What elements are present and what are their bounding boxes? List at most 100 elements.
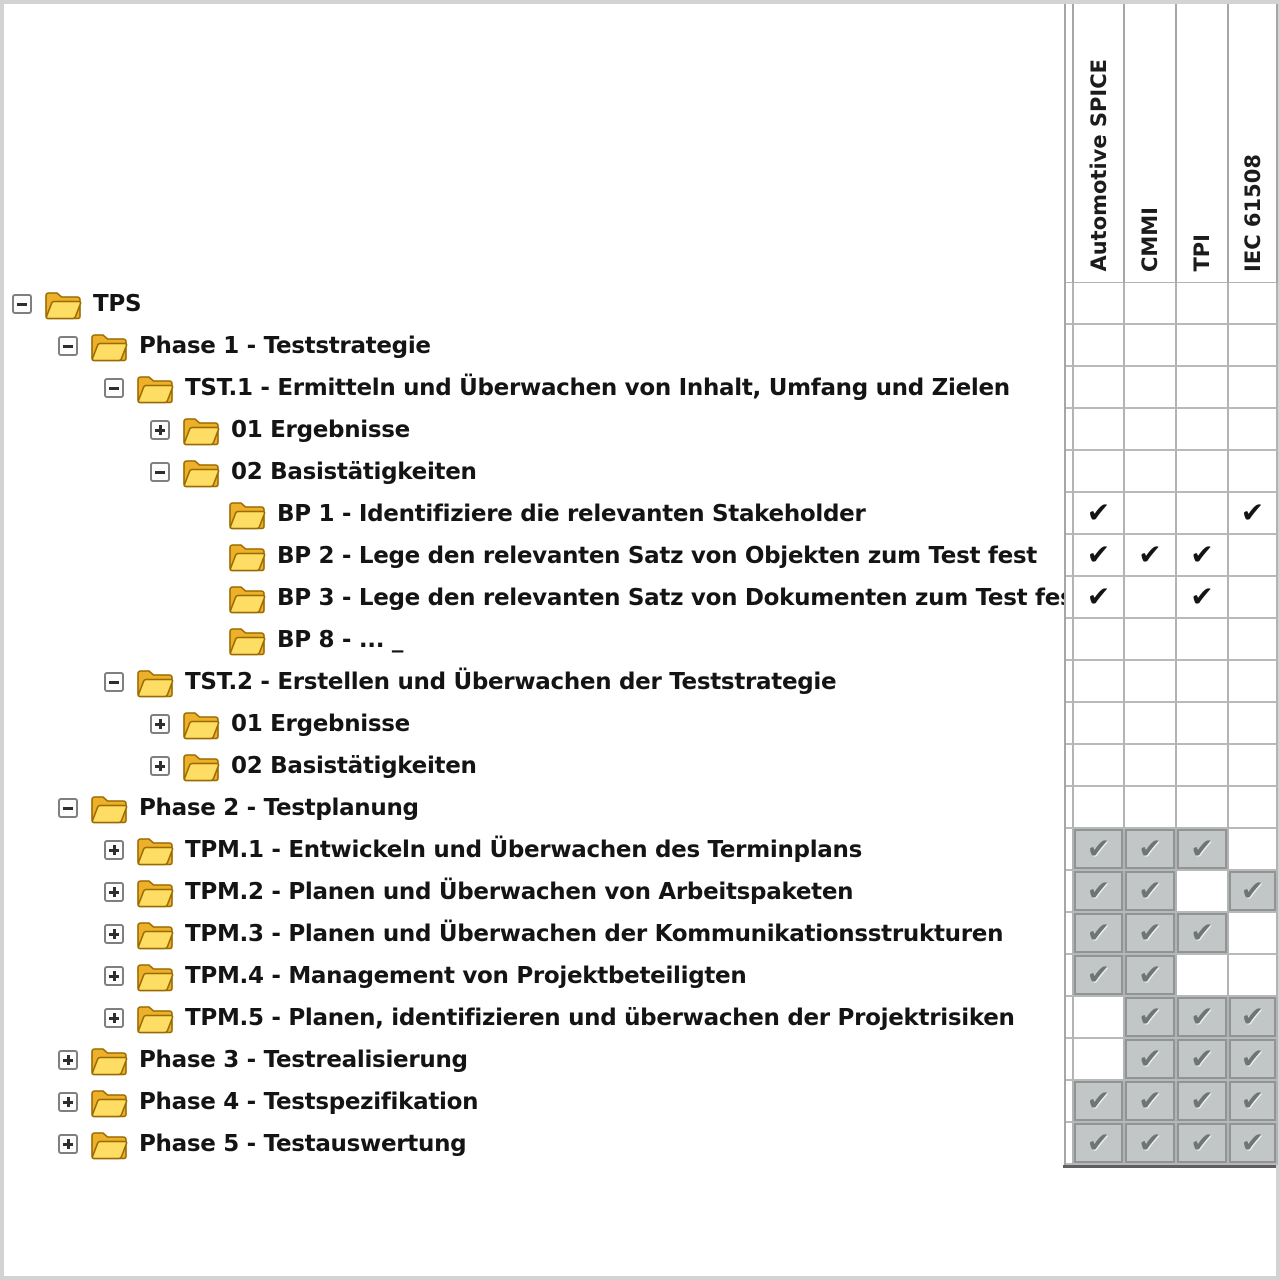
tree-cell[interactable]: TST.1 - Ermitteln und Überwachen von Inh… (4, 367, 1064, 409)
tree-cell[interactable]: TST.2 - Erstellen und Überwachen der Tes… (4, 661, 1064, 703)
matrix-cell-automotive-spice[interactable]: ✔ (1074, 577, 1125, 619)
matrix-cell-iec-61508[interactable] (1229, 577, 1278, 619)
matrix-cell-automotive-spice[interactable]: ✔ (1074, 829, 1125, 871)
matrix-cell-cmmi[interactable]: ✔ (1125, 1039, 1177, 1081)
expand-icon[interactable] (150, 420, 170, 440)
tree-item-label[interactable]: Phase 4 - Testspezifikation (139, 1089, 479, 1115)
matrix-cell-tpi[interactable]: ✔ (1177, 1081, 1229, 1123)
expand-icon[interactable] (58, 1050, 78, 1070)
tree-item-label[interactable]: 02 Basistätigkeiten (231, 753, 477, 779)
matrix-cell-iec-61508[interactable]: ✔ (1229, 997, 1278, 1039)
tree-item-label[interactable]: TPM.4 - Management von Projektbeteiligte… (185, 963, 747, 989)
tree-item-label[interactable]: 01 Ergebnisse (231, 711, 410, 737)
tree-item-label[interactable]: TPM.5 - Planen, identifizieren und überw… (185, 1005, 1015, 1031)
matrix-cell-iec-61508[interactable] (1229, 409, 1278, 451)
matrix-cell-cmmi[interactable]: ✔ (1125, 829, 1177, 871)
matrix-cell-tpi[interactable] (1177, 283, 1229, 325)
tree-row[interactable]: BP 3 - Lege den relevanten Satz von Doku… (4, 577, 1278, 619)
collapse-icon[interactable] (12, 294, 32, 314)
tree-cell[interactable]: BP 2 - Lege den relevanten Satz von Obje… (4, 535, 1064, 577)
matrix-cell-cmmi[interactable] (1125, 283, 1177, 325)
tree-row[interactable]: 02 Basistätigkeiten (4, 451, 1278, 493)
tree-cell[interactable]: BP 8 - ... _ (4, 619, 1064, 661)
tree-row[interactable]: TPM.1 - Entwickeln und Überwachen des Te… (4, 829, 1278, 871)
matrix-cell-iec-61508[interactable] (1229, 745, 1278, 787)
matrix-cell-automotive-spice[interactable] (1074, 745, 1125, 787)
matrix-cell-iec-61508[interactable]: ✔ (1229, 1123, 1278, 1165)
matrix-cell-automotive-spice[interactable]: ✔ (1074, 1081, 1125, 1123)
tree-cell[interactable]: TPM.3 - Planen und Überwachen der Kommun… (4, 913, 1064, 955)
tree-row[interactable]: TPM.2 - Planen und Überwachen von Arbeit… (4, 871, 1278, 913)
tree-item-label[interactable]: TST.1 - Ermitteln und Überwachen von Inh… (185, 375, 1010, 401)
matrix-cell-tpi[interactable]: ✔ (1177, 913, 1229, 955)
tree-row[interactable]: TPM.4 - Management von Projektbeteiligte… (4, 955, 1278, 997)
tree-item-label[interactable]: BP 3 - Lege den relevanten Satz von Doku… (277, 585, 1064, 611)
matrix-cell-tpi[interactable] (1177, 409, 1229, 451)
tree-row[interactable]: TST.2 - Erstellen und Überwachen der Tes… (4, 661, 1278, 703)
matrix-cell-iec-61508[interactable] (1229, 619, 1278, 661)
expand-icon[interactable] (58, 1134, 78, 1154)
matrix-cell-iec-61508[interactable] (1229, 535, 1278, 577)
matrix-cell-automotive-spice[interactable] (1074, 787, 1125, 829)
matrix-cell-iec-61508[interactable] (1229, 325, 1278, 367)
matrix-cell-iec-61508[interactable] (1229, 703, 1278, 745)
expand-icon[interactable] (150, 714, 170, 734)
expand-icon[interactable] (104, 882, 124, 902)
tree-row[interactable]: BP 1 - Identifiziere die relevanten Stak… (4, 493, 1278, 535)
collapse-icon[interactable] (150, 462, 170, 482)
matrix-cell-cmmi[interactable]: ✔ (1125, 913, 1177, 955)
matrix-cell-automotive-spice[interactable] (1074, 451, 1125, 493)
matrix-cell-iec-61508[interactable] (1229, 367, 1278, 409)
matrix-cell-automotive-spice[interactable]: ✔ (1074, 913, 1125, 955)
expand-icon[interactable] (58, 1092, 78, 1112)
matrix-cell-automotive-spice[interactable] (1074, 703, 1125, 745)
matrix-cell-tpi[interactable]: ✔ (1177, 1123, 1229, 1165)
expand-icon[interactable] (150, 756, 170, 776)
tree-row[interactable]: TPM.3 - Planen und Überwachen der Kommun… (4, 913, 1278, 955)
tree-item-label[interactable]: BP 8 - ... _ (277, 627, 404, 653)
matrix-cell-iec-61508[interactable] (1229, 451, 1278, 493)
tree-item-label[interactable]: BP 1 - Identifiziere die relevanten Stak… (277, 501, 866, 527)
matrix-cell-automotive-spice[interactable] (1074, 283, 1125, 325)
matrix-cell-automotive-spice[interactable] (1074, 997, 1125, 1039)
tree-item-label[interactable]: TPM.2 - Planen und Überwachen von Arbeit… (185, 879, 854, 905)
tree-row[interactable]: BP 2 - Lege den relevanten Satz von Obje… (4, 535, 1278, 577)
matrix-cell-automotive-spice[interactable] (1074, 409, 1125, 451)
matrix-cell-iec-61508[interactable] (1229, 661, 1278, 703)
tree-cell[interactable]: TPM.2 - Planen und Überwachen von Arbeit… (4, 871, 1064, 913)
matrix-cell-cmmi[interactable]: ✔ (1125, 955, 1177, 997)
expand-icon[interactable] (104, 1008, 124, 1028)
tree-item-label[interactable]: Phase 1 - Teststrategie (139, 333, 431, 359)
matrix-cell-cmmi[interactable]: ✔ (1125, 1123, 1177, 1165)
matrix-cell-automotive-spice[interactable] (1074, 325, 1125, 367)
tree-row[interactable]: 01 Ergebnisse (4, 409, 1278, 451)
matrix-cell-iec-61508[interactable] (1229, 283, 1278, 325)
tree-item-label[interactable]: BP 2 - Lege den relevanten Satz von Obje… (277, 543, 1037, 569)
matrix-cell-iec-61508[interactable]: ✔ (1229, 1081, 1278, 1123)
matrix-cell-tpi[interactable] (1177, 367, 1229, 409)
tree-cell[interactable]: Phase 2 - Testplanung (4, 787, 1064, 829)
matrix-cell-tpi[interactable] (1177, 661, 1229, 703)
tree-cell[interactable]: 01 Ergebnisse (4, 703, 1064, 745)
collapse-icon[interactable] (58, 336, 78, 356)
matrix-cell-automotive-spice[interactable]: ✔ (1074, 493, 1125, 535)
tree-item-label[interactable]: Phase 2 - Testplanung (139, 795, 419, 821)
tree-cell[interactable]: Phase 4 - Testspezifikation (4, 1081, 1064, 1123)
matrix-cell-iec-61508[interactable] (1229, 913, 1278, 955)
matrix-cell-automotive-spice[interactable] (1074, 661, 1125, 703)
tree-row[interactable]: 02 Basistätigkeiten (4, 745, 1278, 787)
tree-cell[interactable]: 02 Basistätigkeiten (4, 451, 1064, 493)
matrix-cell-cmmi[interactable] (1125, 493, 1177, 535)
matrix-cell-cmmi[interactable] (1125, 661, 1177, 703)
matrix-cell-tpi[interactable] (1177, 493, 1229, 535)
tree-cell[interactable]: TPM.1 - Entwickeln und Überwachen des Te… (4, 829, 1064, 871)
matrix-cell-cmmi[interactable] (1125, 451, 1177, 493)
matrix-cell-tpi[interactable] (1177, 619, 1229, 661)
expand-icon[interactable] (104, 924, 124, 944)
tree-cell[interactable]: Phase 1 - Teststrategie (4, 325, 1064, 367)
matrix-cell-iec-61508[interactable] (1229, 829, 1278, 871)
tree-row[interactable]: BP 8 - ... _ (4, 619, 1278, 661)
matrix-cell-automotive-spice[interactable] (1074, 367, 1125, 409)
tree-row[interactable]: TST.1 - Ermitteln und Überwachen von Inh… (4, 367, 1278, 409)
matrix-cell-tpi[interactable] (1177, 745, 1229, 787)
